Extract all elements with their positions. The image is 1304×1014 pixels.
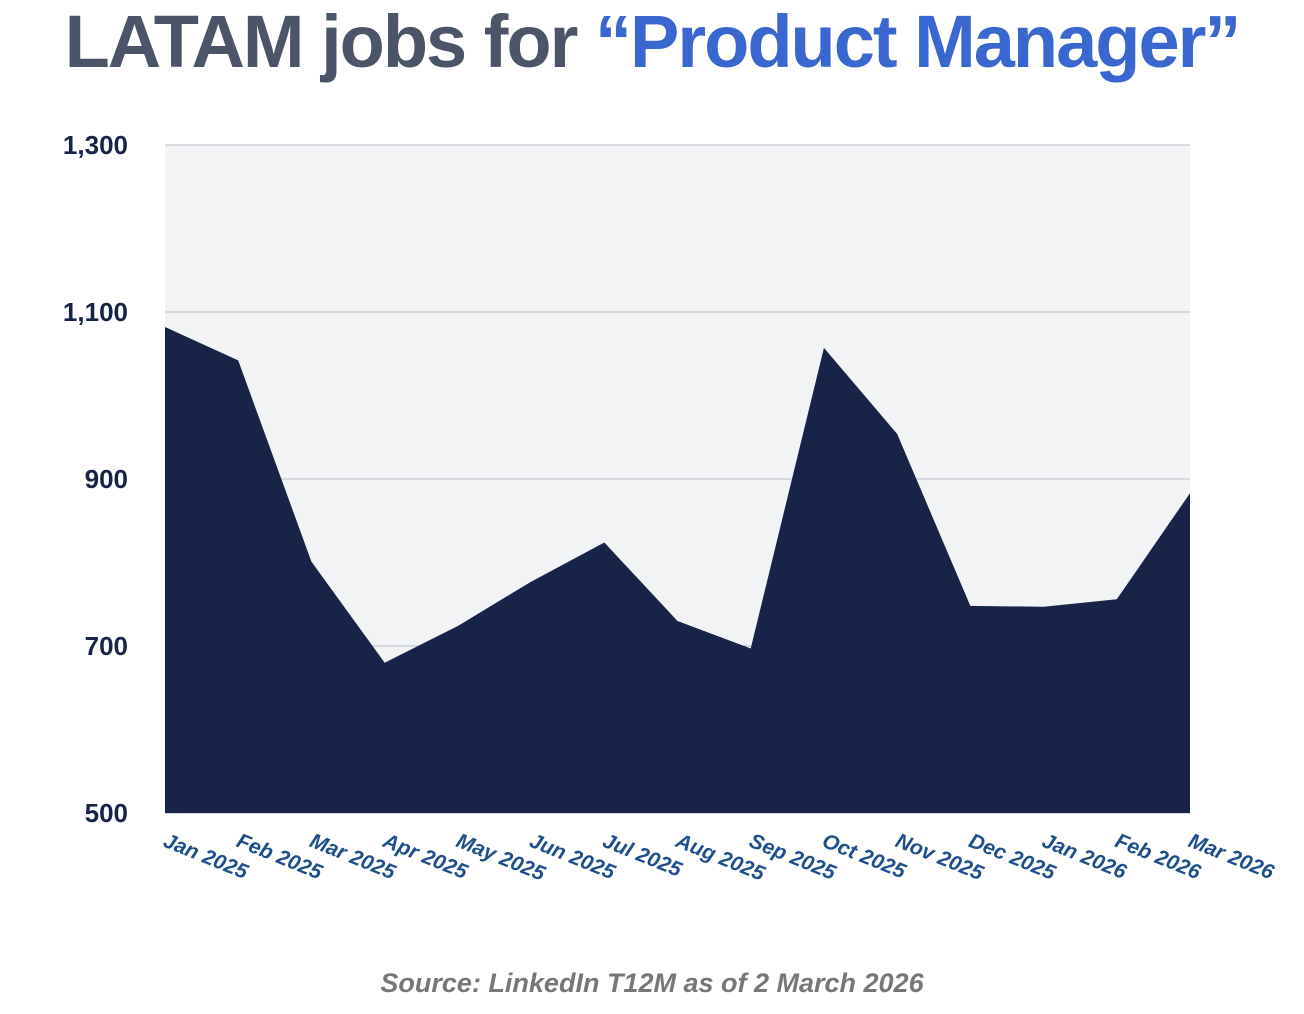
x-tick-label: Mar 2026 [1185,829,1277,884]
y-tick-label: 700 [85,631,128,661]
chart-title: LATAM jobs for “Product Manager” [0,0,1304,84]
title-open-quote: “ [594,0,632,83]
y-tick-label: 1,300 [63,130,128,160]
source-note: Source: LinkedIn T12M as of 2 March 2026 [380,968,924,998]
title-close-quote: ” [1204,0,1241,83]
title-prefix: LATAM jobs for [64,0,595,83]
area-fill [165,327,1190,813]
y-tick-label: 1,100 [63,297,128,327]
y-axis-tick-labels: 500 700 900 1,100 1,300 [63,130,128,828]
y-tick-label: 900 [85,464,128,494]
y-tick-label: 500 [85,798,128,828]
area-series [165,327,1190,813]
title-highlight: Product Manager [629,0,1206,83]
